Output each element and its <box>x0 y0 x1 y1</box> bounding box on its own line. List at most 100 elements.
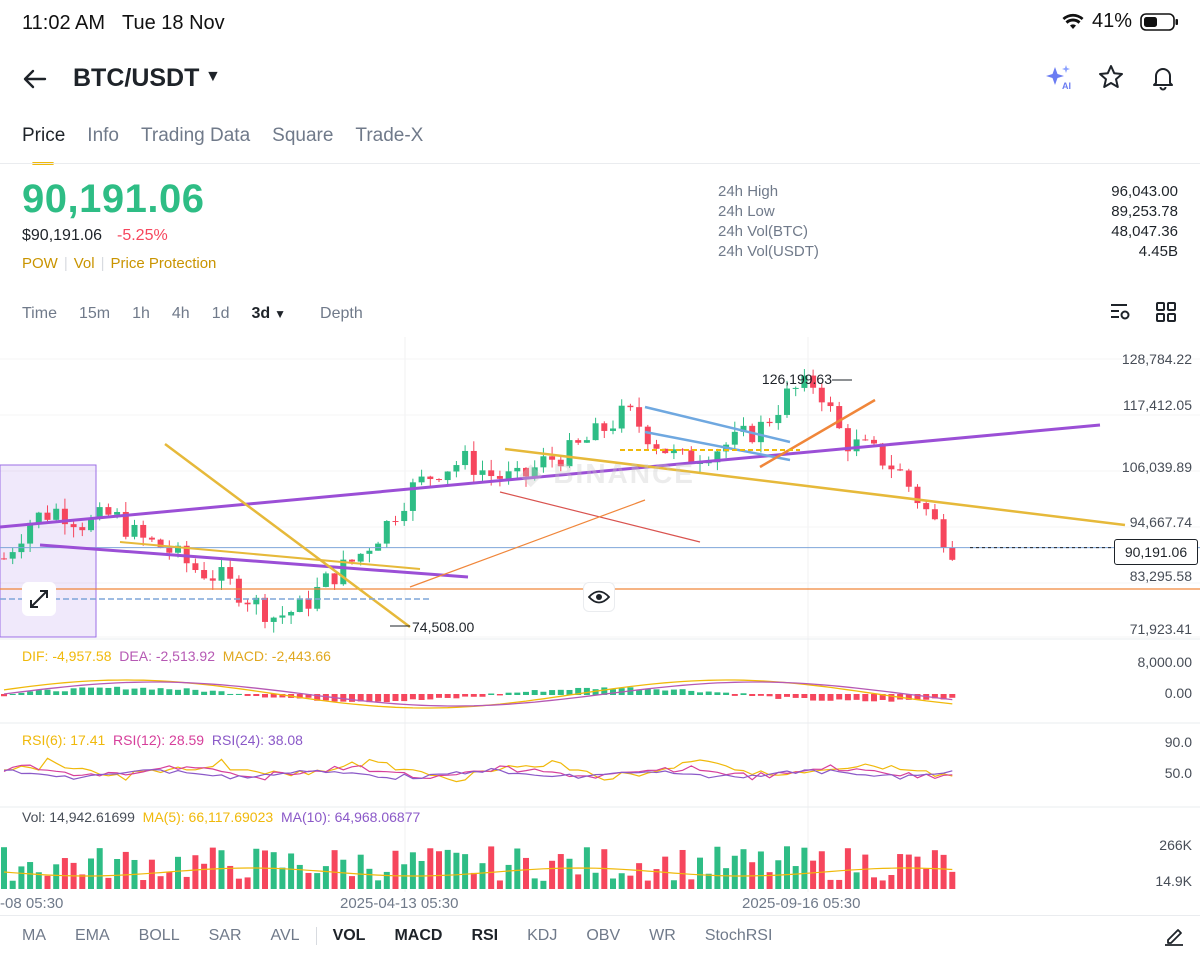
status-bar: 11:02 AM Tue 18 Nov 41% <box>0 0 1200 44</box>
indicator-macd[interactable]: MACD <box>394 927 443 944</box>
volume-bar <box>1 847 7 889</box>
indicator-stochrsi[interactable]: StochRSI <box>704 927 773 944</box>
rsi24-line <box>3 767 953 781</box>
toggle-drawings-button[interactable] <box>583 582 615 612</box>
macd-bar <box>905 694 912 700</box>
timeframe-1h[interactable]: 1h <box>132 305 150 322</box>
tab-trade-x[interactable]: Trade-X <box>355 125 424 146</box>
candlestick-chart[interactable] <box>0 337 1200 895</box>
candle-body <box>140 524 147 538</box>
macd-bar <box>601 687 608 695</box>
grid-layout-icon[interactable] <box>1154 300 1178 324</box>
macd-bar <box>140 687 147 695</box>
indicator-kdj[interactable]: KDJ <box>527 927 558 944</box>
indicator-wr[interactable]: WR <box>649 927 676 944</box>
indicator-ema[interactable]: EMA <box>75 927 110 944</box>
timeframe-time[interactable]: Time <box>22 305 57 322</box>
edit-indicators-icon[interactable] <box>1162 924 1186 948</box>
candle-body <box>201 570 208 579</box>
macd-bar <box>749 694 756 696</box>
trend-line <box>39 543 469 579</box>
volume-bar <box>305 872 312 889</box>
tab-price[interactable]: Price <box>22 125 66 165</box>
volume-bar <box>601 849 608 889</box>
indicator-boll[interactable]: BOLL <box>138 927 180 944</box>
volume-bar <box>209 847 216 889</box>
tag-pow[interactable]: POW <box>22 255 58 272</box>
ai-button[interactable]: AI <box>1044 62 1074 92</box>
macd-bar <box>114 686 121 695</box>
macd-bar <box>775 694 782 699</box>
tag-price-protection[interactable]: Price Protection <box>110 255 217 272</box>
volume-bar <box>175 856 181 889</box>
volume-bar <box>923 868 930 889</box>
status-time: 11:02 AM <box>22 12 106 34</box>
tab-info[interactable]: Info <box>87 125 119 146</box>
candle-body <box>453 465 460 472</box>
ai-sparkle-icon: AI <box>1046 65 1071 91</box>
candle-body <box>888 465 895 470</box>
volume-bar <box>88 858 94 889</box>
volume-bar <box>801 847 808 889</box>
candle-body <box>244 602 251 605</box>
macd-bar <box>931 694 938 699</box>
candle-body <box>209 578 216 581</box>
timeframe-3d[interactable]: 3d ▼ <box>251 305 286 323</box>
volume-bar <box>792 866 799 889</box>
alert-button[interactable] <box>1148 62 1178 92</box>
eye-icon <box>588 590 610 604</box>
macd-bar <box>462 694 469 697</box>
macd-bar <box>836 694 843 700</box>
chart-settings-icon[interactable] <box>1108 300 1132 324</box>
back-button[interactable] <box>20 64 52 94</box>
timeframe-depth[interactable]: Depth <box>320 305 363 322</box>
tab-square[interactable]: Square <box>272 125 334 146</box>
macd-bar <box>105 687 112 695</box>
chart-area[interactable]: ◆ BINANCE 128,784.22 117,412.05 106,039.… <box>0 337 1200 895</box>
tag-divider: | <box>100 255 105 272</box>
indicator-avl[interactable]: AVL <box>270 927 300 944</box>
macd-bar <box>166 689 173 695</box>
tag-vol[interactable]: Vol <box>73 255 95 272</box>
timeframe-4h[interactable]: 4h <box>171 305 190 322</box>
timeframe-1d[interactable]: 1d <box>211 305 230 322</box>
timeframe-15m[interactable]: 15m <box>78 305 111 322</box>
indicator-ma[interactable]: MA <box>22 927 46 944</box>
volume-bar <box>679 849 686 889</box>
volume-bar <box>279 867 286 889</box>
stat-label: 24h Vol(BTC) <box>718 223 809 240</box>
macd-bar <box>505 692 512 695</box>
macd-value: MACD: -2,443.66 <box>222 648 331 664</box>
date-label: 2025-04-13 05:30 <box>340 895 459 912</box>
volume-bar <box>18 866 25 889</box>
indicator-vol[interactable]: VOL <box>332 927 366 944</box>
candle-body <box>844 428 851 452</box>
volume-bar <box>714 846 721 889</box>
volume-bar <box>523 857 529 889</box>
candle-body <box>427 476 434 480</box>
candle-body <box>44 512 51 520</box>
indicator-obv[interactable]: OBV <box>586 927 621 944</box>
volume-bar <box>340 859 347 889</box>
pair-title[interactable]: BTC/USDT <box>73 64 200 92</box>
candle-body <box>583 440 590 443</box>
candle-body <box>853 439 860 452</box>
volume-bar <box>44 875 51 889</box>
indicator-sar[interactable]: SAR <box>208 927 242 944</box>
candle-body <box>1 558 7 560</box>
candle-body <box>714 451 721 463</box>
trend-line <box>0 423 1101 529</box>
volume-bar <box>453 852 460 889</box>
candle-body <box>122 511 129 537</box>
volume-bar <box>349 876 355 889</box>
macd-bar <box>340 694 347 702</box>
indicator-rsi[interactable]: RSI <box>471 927 499 944</box>
favorite-button[interactable] <box>1096 62 1126 92</box>
candle-body <box>401 510 408 522</box>
volume-bar <box>96 848 103 889</box>
pair-dropdown-icon[interactable]: ▼ <box>205 68 221 85</box>
expand-button[interactable] <box>22 582 56 616</box>
wifi-icon <box>1062 13 1084 29</box>
tab-trading-data[interactable]: Trading Data <box>141 125 251 146</box>
candle-body <box>931 509 938 520</box>
